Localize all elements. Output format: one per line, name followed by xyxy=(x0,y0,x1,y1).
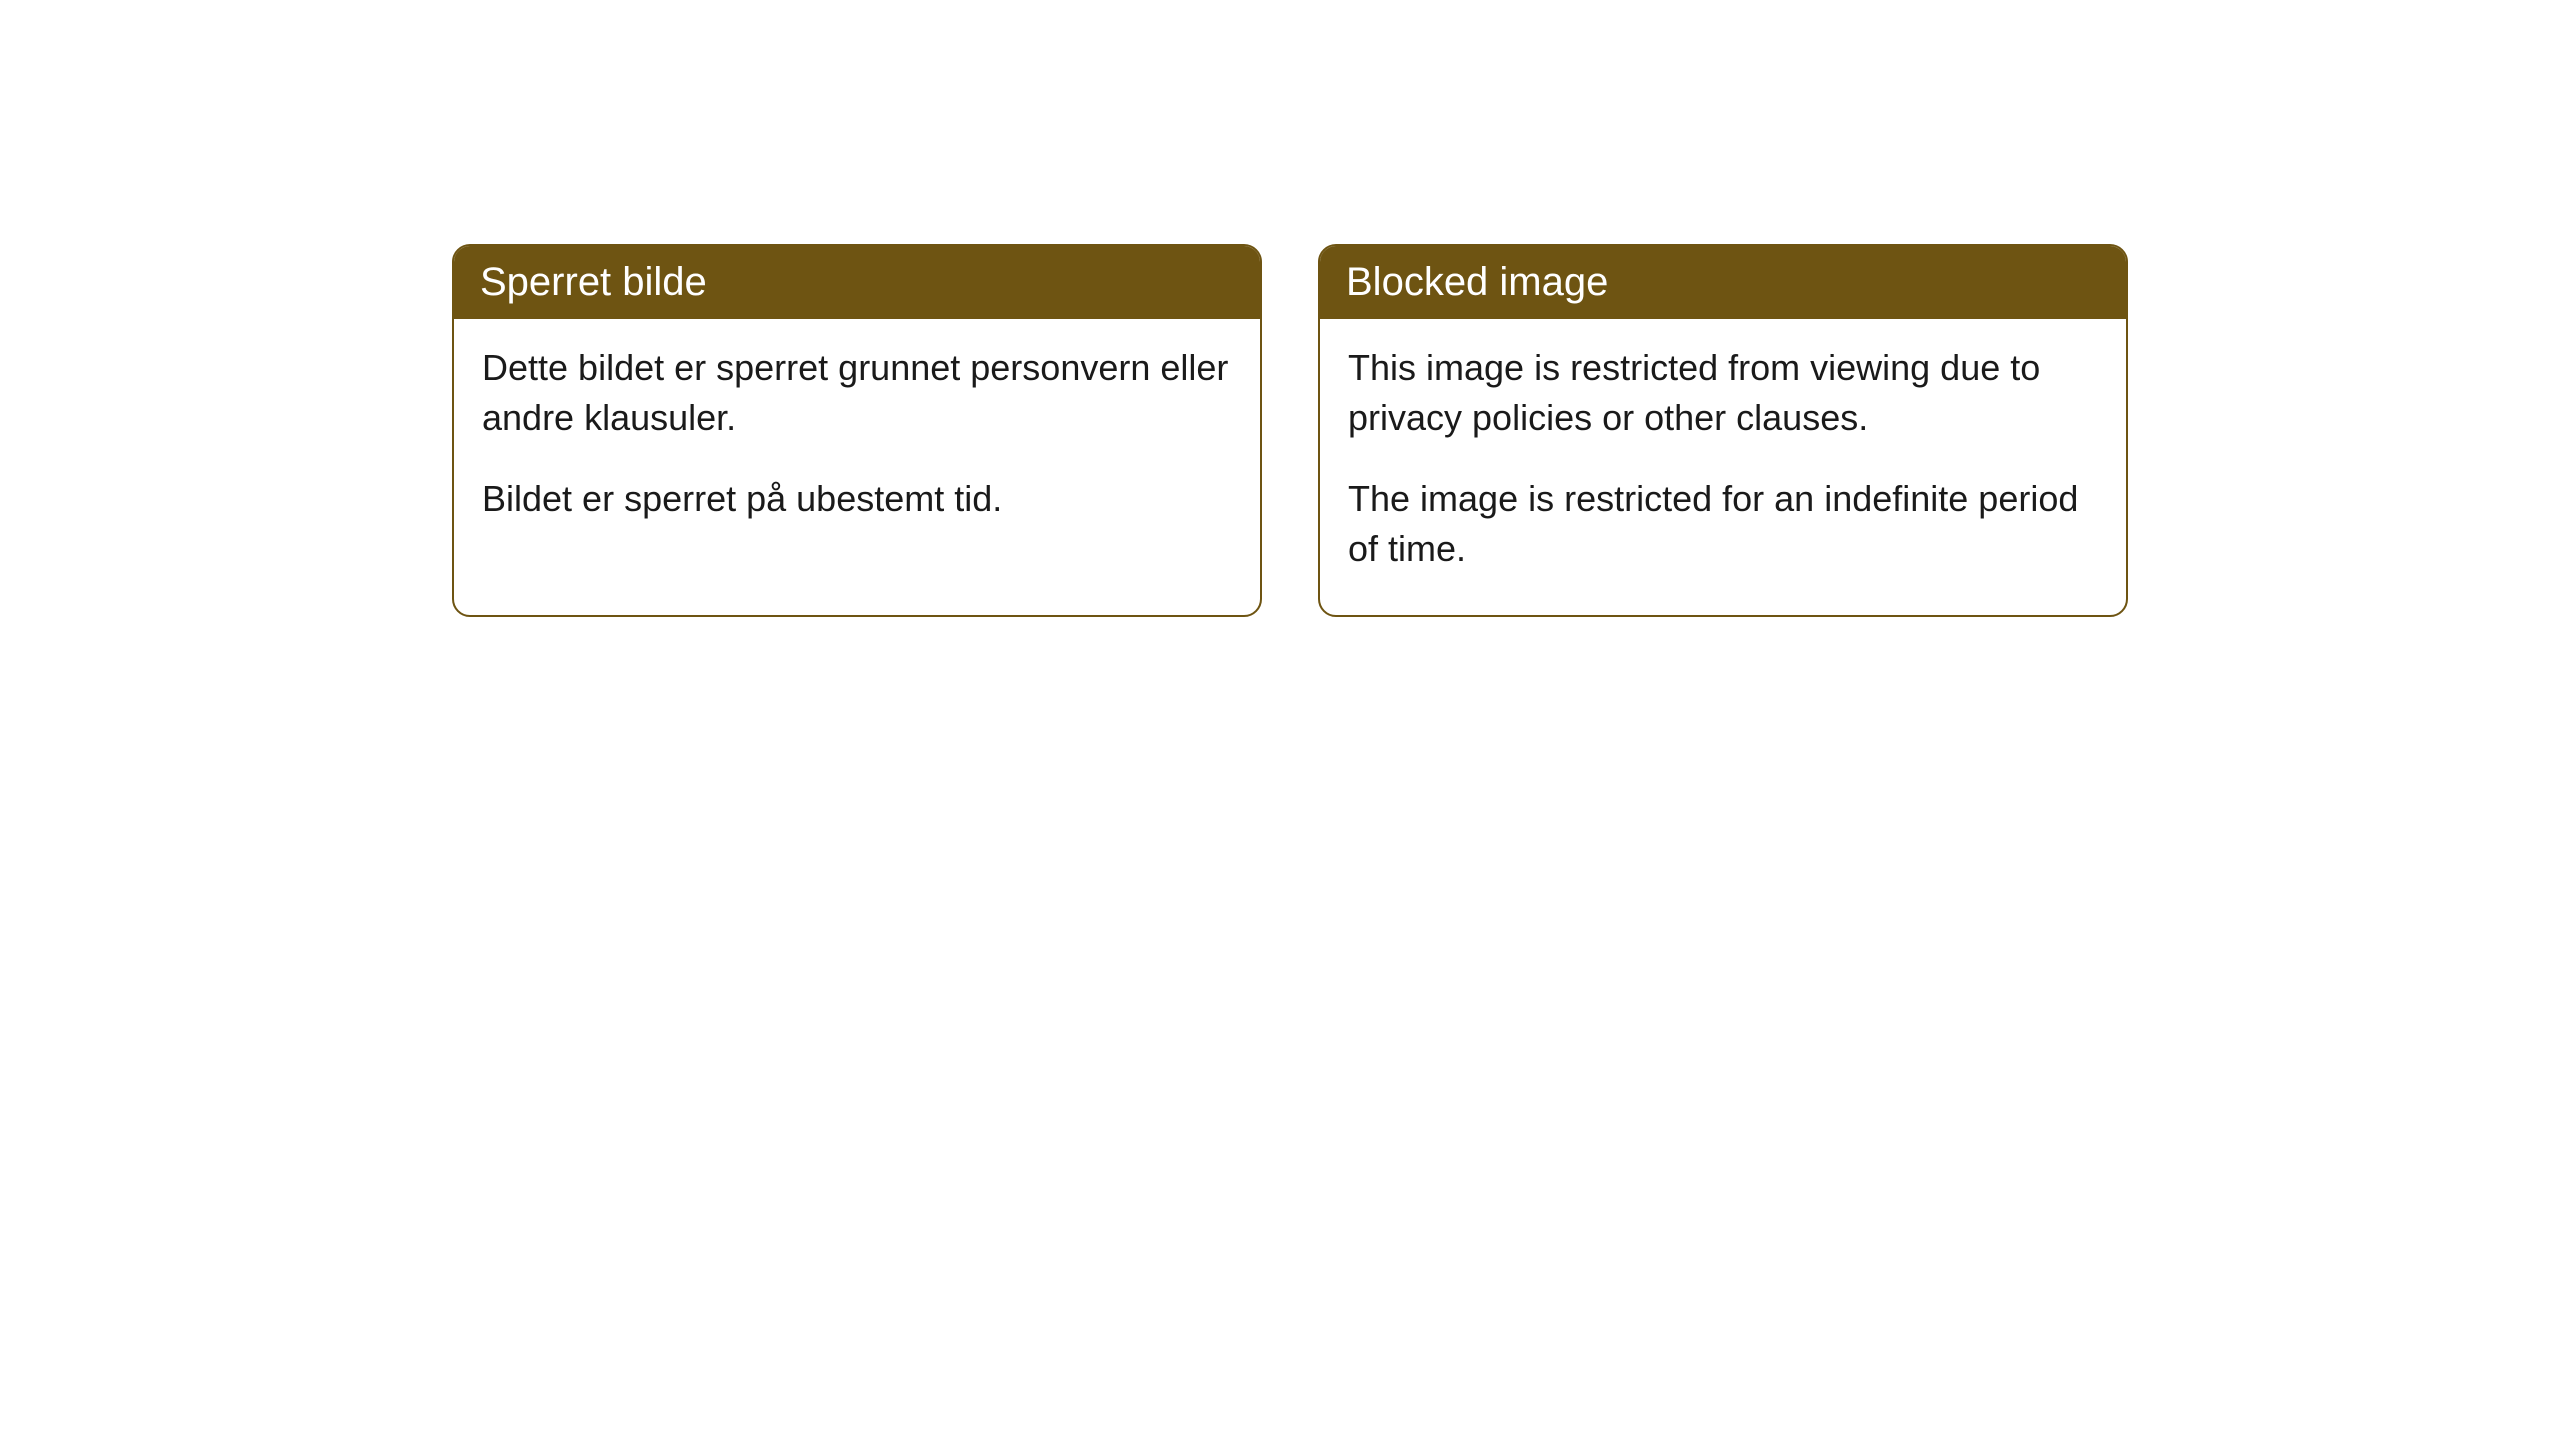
card-title-norwegian: Sperret bilde xyxy=(480,260,707,304)
blocked-image-card-english: Blocked image This image is restricted f… xyxy=(1318,244,2128,617)
card-paragraph-1-english: This image is restricted from viewing du… xyxy=(1348,343,2098,444)
blocked-image-card-norwegian: Sperret bilde Dette bildet er sperret gr… xyxy=(452,244,1262,617)
card-body-norwegian: Dette bildet er sperret grunnet personve… xyxy=(454,319,1260,564)
card-title-english: Blocked image xyxy=(1346,260,1608,304)
card-paragraph-1-norwegian: Dette bildet er sperret grunnet personve… xyxy=(482,343,1232,444)
notice-cards-container: Sperret bilde Dette bildet er sperret gr… xyxy=(452,244,2128,617)
card-body-english: This image is restricted from viewing du… xyxy=(1320,319,2126,615)
card-paragraph-2-norwegian: Bildet er sperret på ubestemt tid. xyxy=(482,474,1232,524)
card-header-norwegian: Sperret bilde xyxy=(454,246,1260,319)
card-paragraph-2-english: The image is restricted for an indefinit… xyxy=(1348,474,2098,575)
card-header-english: Blocked image xyxy=(1320,246,2126,319)
